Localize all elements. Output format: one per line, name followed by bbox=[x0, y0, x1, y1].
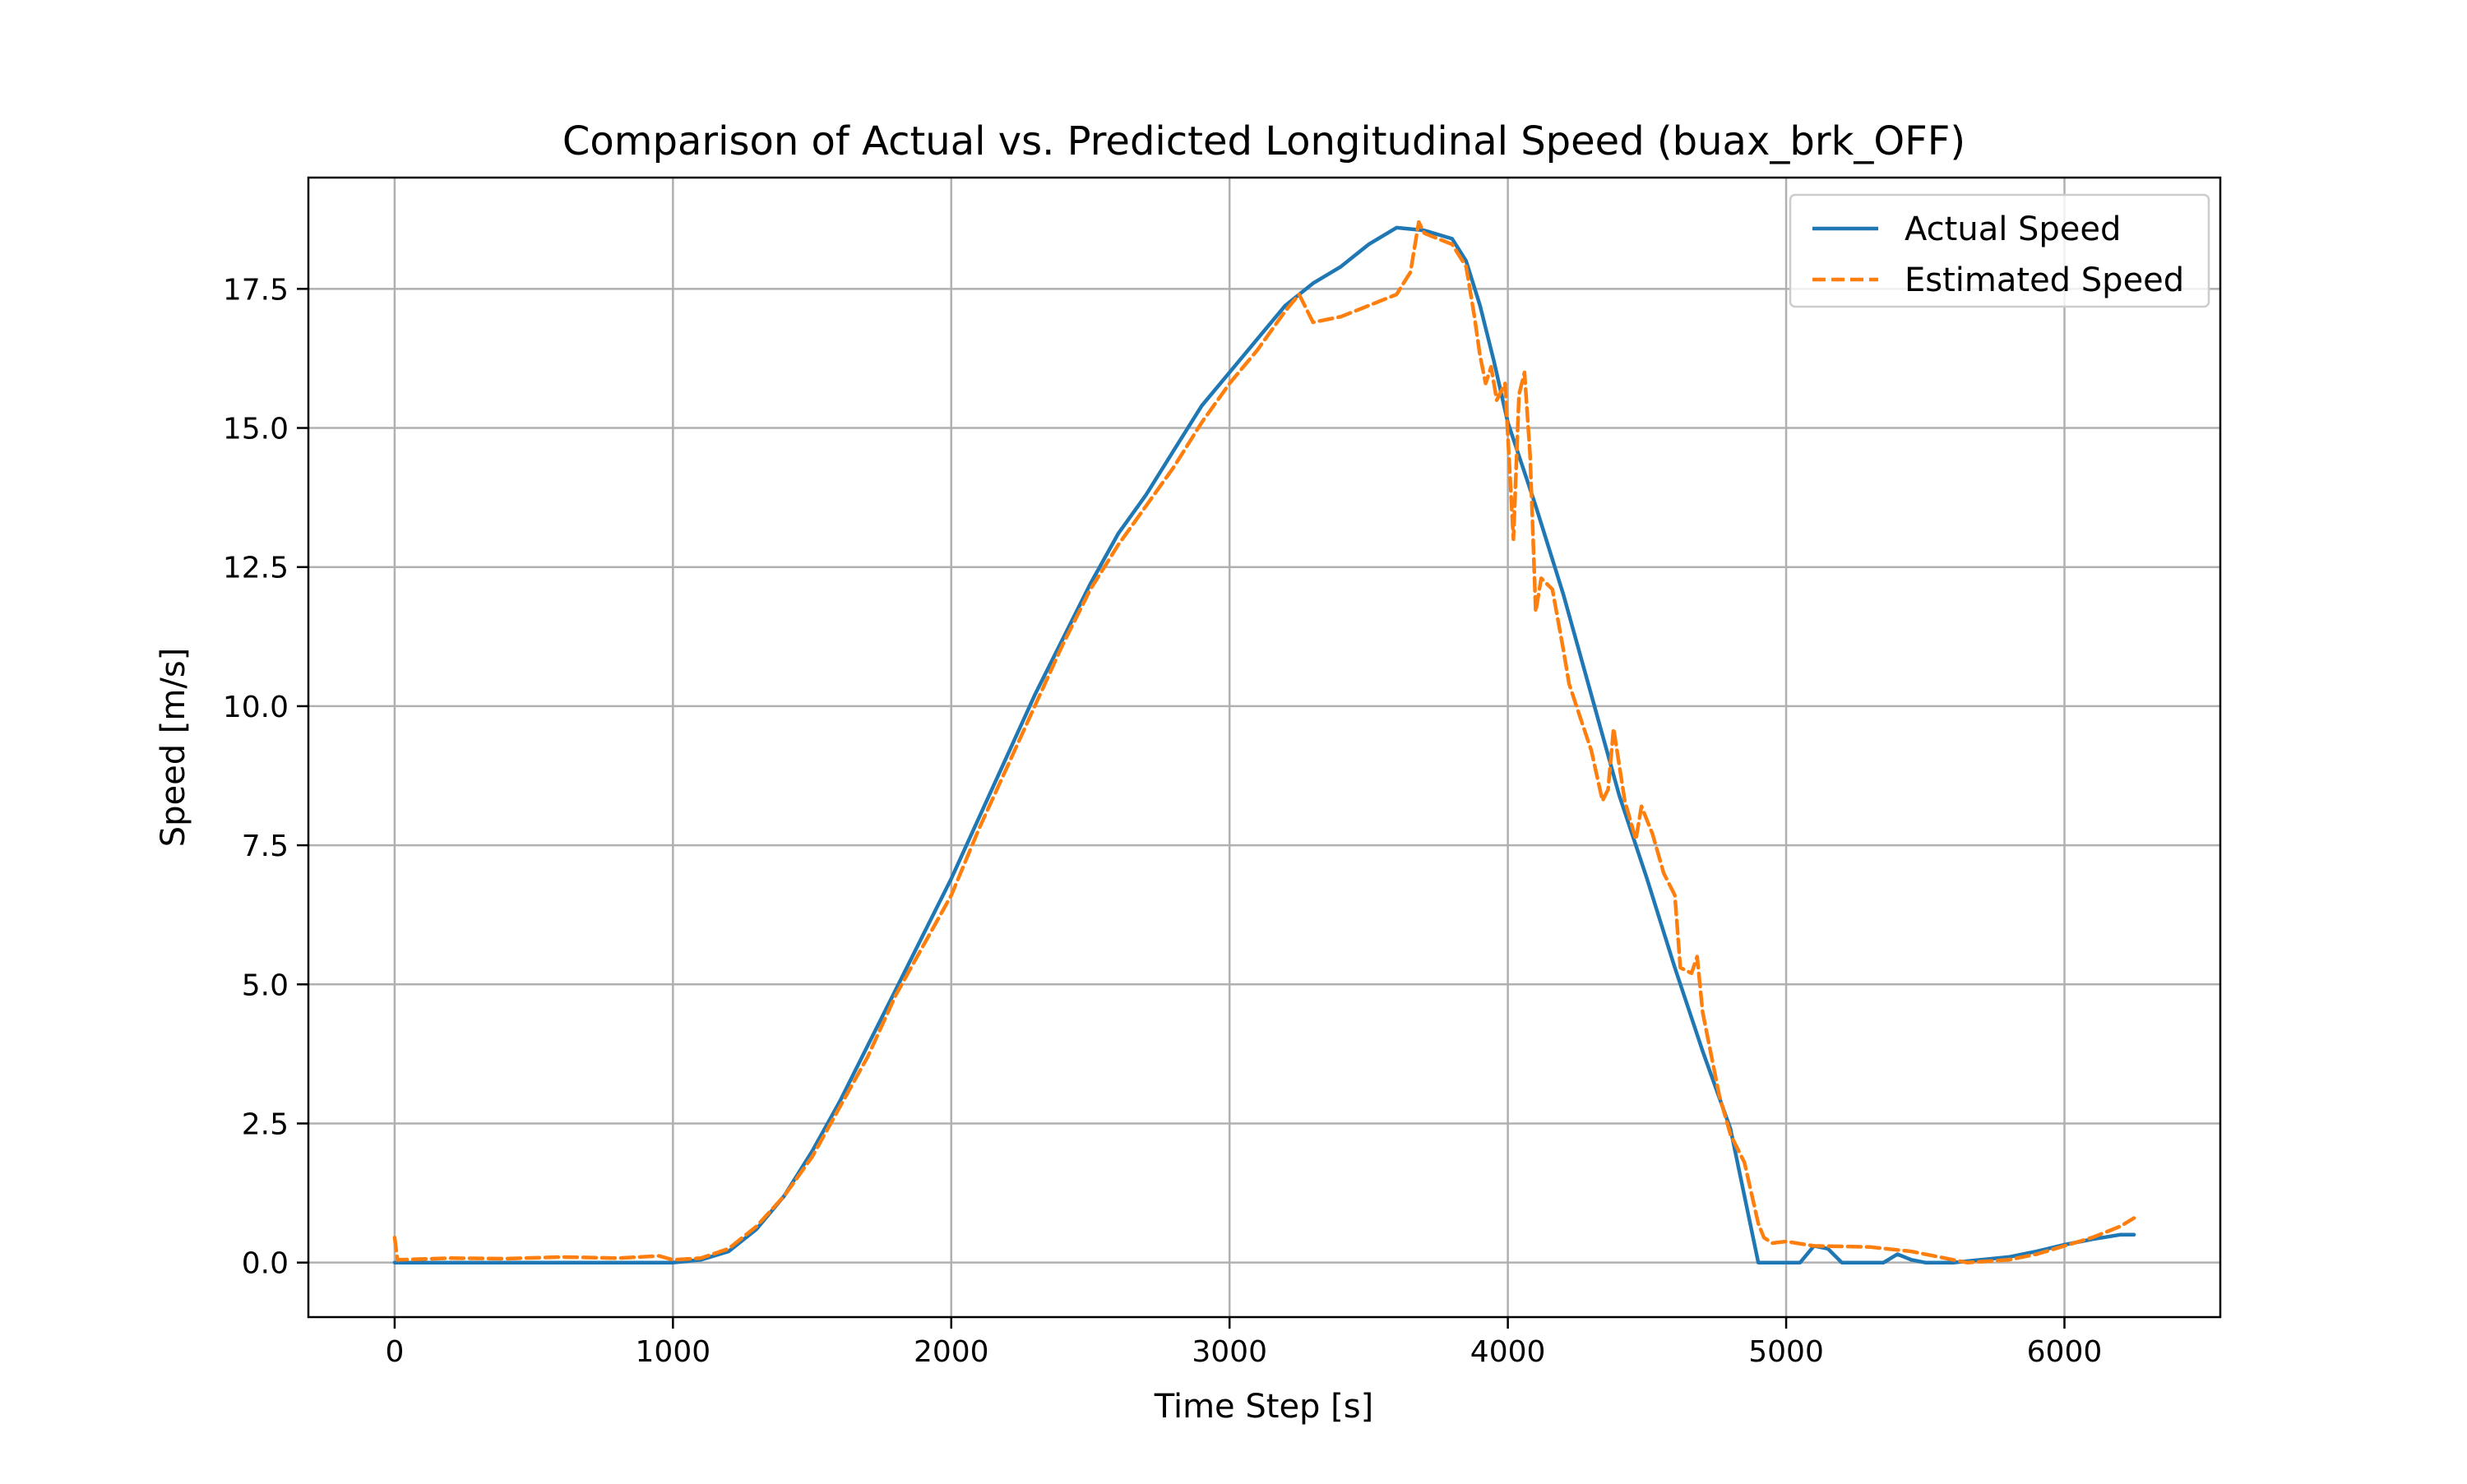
x-tick-label: 2000 bbox=[914, 1335, 989, 1369]
y-axis-ticks: 0.0 2.5 5.0 7.5 10.0 12.5 15.0 17.5 bbox=[223, 273, 308, 1281]
y-tick-label: 2.5 bbox=[242, 1107, 289, 1141]
plot-frame bbox=[307, 176, 2222, 1319]
x-tick-label: 5000 bbox=[1748, 1335, 1824, 1369]
y-tick-label: 10.0 bbox=[223, 691, 289, 724]
series-line-estimated-speed bbox=[392, 220, 2136, 1264]
x-tick-label: 3000 bbox=[1192, 1335, 1267, 1369]
chart-title: Comparison of Actual vs. Predicted Longi… bbox=[562, 118, 1965, 164]
series-lines bbox=[392, 220, 2136, 1264]
y-axis-label: Speed [m/s] bbox=[155, 648, 192, 848]
x-tick-label: 1000 bbox=[636, 1335, 711, 1369]
x-tick-label: 0 bbox=[385, 1335, 404, 1369]
legend-box bbox=[1789, 193, 2210, 308]
y-tick-label: 5.0 bbox=[242, 969, 289, 1002]
y-tick-label: 17.5 bbox=[223, 273, 289, 307]
y-tick-label: 7.5 bbox=[242, 830, 289, 863]
y-tick-label: 12.5 bbox=[223, 552, 289, 585]
legend-label: Actual Speed bbox=[1905, 210, 2121, 248]
y-tick-label: 15.0 bbox=[223, 413, 289, 446]
x-axis-label: Time Step [s] bbox=[1154, 1388, 1373, 1426]
x-axis-ticks: 0 1000 2000 3000 4000 5000 6000 bbox=[385, 1317, 2102, 1369]
legend-label: Estimated Speed bbox=[1905, 261, 2184, 299]
y-tick-label: 0.0 bbox=[242, 1247, 289, 1281]
x-tick-label: 4000 bbox=[1470, 1335, 1546, 1369]
legend: Actual Speed Estimated Speed bbox=[1789, 193, 2210, 308]
x-tick-label: 6000 bbox=[2027, 1335, 2103, 1369]
series-line-actual-speed bbox=[392, 225, 2136, 1264]
